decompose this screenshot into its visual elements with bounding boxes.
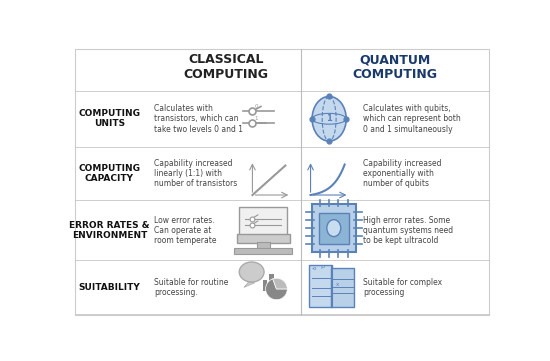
Text: CLASSICAL
COMPUTING: CLASSICAL COMPUTING	[183, 53, 268, 81]
Text: Suitable for routine
processing.: Suitable for routine processing.	[154, 278, 228, 297]
FancyBboxPatch shape	[331, 268, 354, 306]
Text: 0: 0	[255, 104, 258, 109]
FancyBboxPatch shape	[257, 242, 270, 249]
FancyBboxPatch shape	[309, 265, 332, 306]
Wedge shape	[266, 279, 287, 300]
Text: SUITABILITY: SUITABILITY	[79, 283, 140, 292]
FancyBboxPatch shape	[239, 207, 287, 236]
Text: 1: 1	[255, 116, 258, 121]
Text: x: x	[336, 282, 339, 287]
Text: p: p	[321, 264, 324, 269]
Text: Capability increased
linearly (1:1) with
number of transistors: Capability increased linearly (1:1) with…	[154, 158, 237, 188]
Text: Suitable for complex
processing: Suitable for complex processing	[363, 278, 442, 297]
Text: Low error rates.
Can operate at
room temperate: Low error rates. Can operate at room tem…	[154, 216, 217, 245]
Ellipse shape	[312, 96, 346, 141]
Text: QUANTUM
COMPUTING: QUANTUM COMPUTING	[353, 53, 438, 81]
Text: Calculates with
transistors, which can
take two levels 0 and 1: Calculates with transistors, which can t…	[154, 104, 243, 134]
Text: -o: -o	[312, 266, 317, 271]
Text: Capability increased
exponentially with
number of qubits: Capability increased exponentially with …	[363, 158, 442, 188]
FancyBboxPatch shape	[312, 204, 355, 252]
Ellipse shape	[239, 262, 264, 282]
Bar	[277, 283, 281, 291]
Ellipse shape	[327, 219, 341, 236]
Bar	[270, 274, 274, 291]
FancyBboxPatch shape	[319, 213, 349, 244]
Text: 1: 1	[326, 114, 332, 123]
Bar	[262, 280, 267, 291]
FancyBboxPatch shape	[234, 248, 293, 254]
Text: ERROR RATES &
ENVIRONMENT: ERROR RATES & ENVIRONMENT	[69, 221, 150, 240]
Text: High error rates. Some
quantum systems need
to be kept ultracold: High error rates. Some quantum systems n…	[363, 216, 453, 245]
Text: Calculates with qubits,
which can represent both
0 and 1 simultaneously: Calculates with qubits, which can repres…	[363, 104, 461, 134]
Text: COMPUTING
UNITS: COMPUTING UNITS	[79, 109, 140, 129]
Polygon shape	[244, 282, 255, 287]
Wedge shape	[273, 278, 287, 289]
Text: COMPUTING
CAPACITY: COMPUTING CAPACITY	[79, 164, 140, 183]
FancyBboxPatch shape	[237, 234, 290, 243]
